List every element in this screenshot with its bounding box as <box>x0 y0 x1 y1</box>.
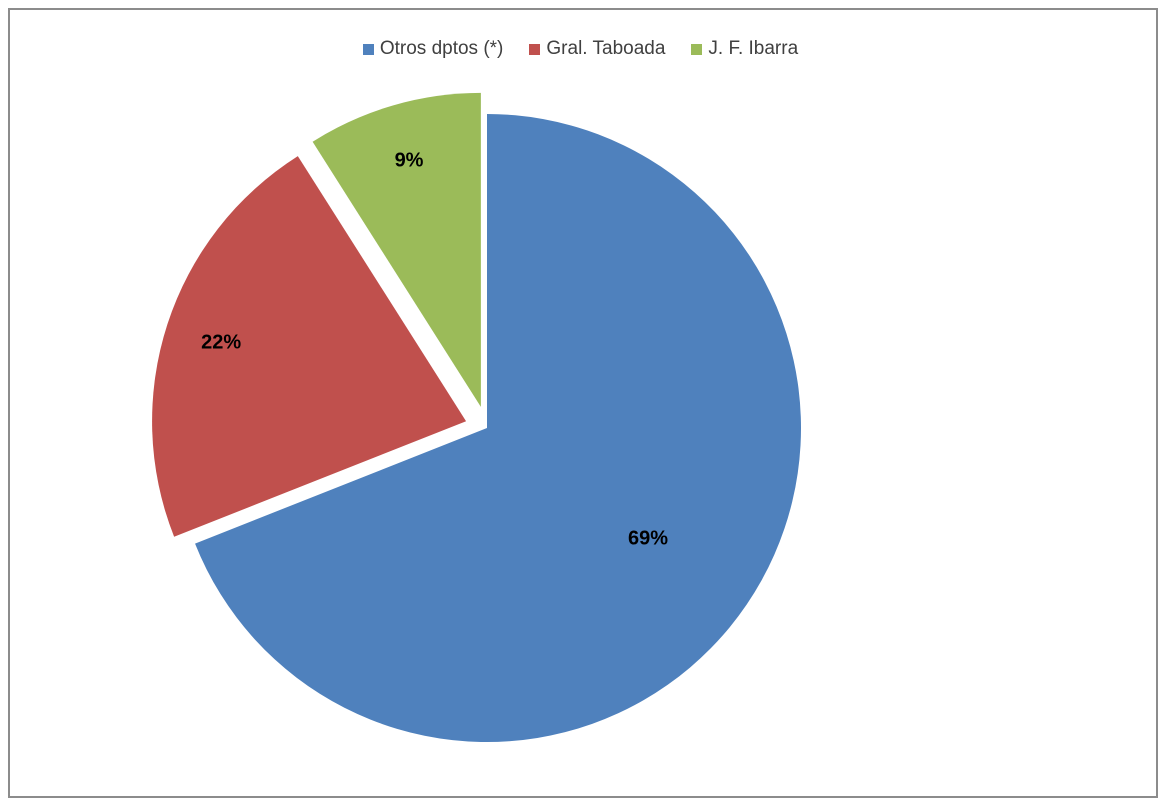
chart-legend: Otros dptos (*) Gral. Taboada J. F. Ibar… <box>0 38 1161 60</box>
legend-item-taboada: Gral. Taboada <box>529 38 665 60</box>
legend-item-ibarra: J. F. Ibarra <box>691 38 798 60</box>
pie-slice-ibarra <box>312 92 481 407</box>
legend-label-otros: Otros dptos (*) <box>379 38 504 59</box>
pie-slice-otros <box>195 114 802 743</box>
slice-label-otros: 69% <box>628 527 668 549</box>
slice-label-ibarra: 9% <box>395 150 424 172</box>
legend-swatch-otros <box>362 43 374 55</box>
pie-slice-taboada <box>152 156 467 537</box>
slice-label-taboada: 22% <box>201 332 241 354</box>
legend-swatch-ibarra <box>691 43 703 55</box>
legend-label-taboada: Gral. Taboada <box>546 38 666 59</box>
legend-label-ibarra: J. F. Ibarra <box>708 38 799 59</box>
legend-item-otros: Otros dptos (*) <box>362 38 504 60</box>
legend-swatch-taboada <box>529 43 541 55</box>
